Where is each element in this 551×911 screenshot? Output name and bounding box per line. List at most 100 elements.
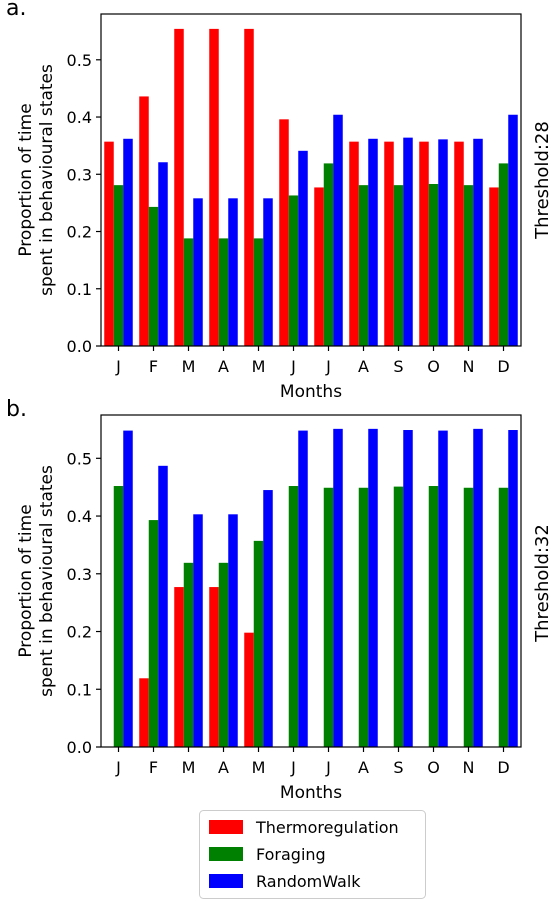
x-tick-label: J	[290, 758, 296, 777]
bar-thermoregulation-4	[209, 28, 219, 347]
y-tick-label: 0.5	[67, 449, 92, 468]
y-tick-label: 0.0	[67, 337, 92, 356]
x-tick-label: S	[393, 758, 403, 777]
bar-randomwalk-6	[298, 430, 308, 747]
bar-thermoregulation-12	[489, 187, 499, 346]
chart-panel-2: 0.0 0.1 0.2 0.3 0.4 0.5 J F M A M J J A S O N D Months Prop…	[6, 397, 551, 803]
y-axis-label-line: spent in behavioural states	[37, 64, 57, 296]
bar-thermoregulation-10	[419, 141, 429, 346]
bar-randomwalk-11	[473, 138, 483, 346]
x-tick-label: J	[115, 758, 121, 777]
x-tick-label: A	[358, 758, 369, 777]
bar-thermoregulation-1	[104, 141, 114, 346]
bar-foraging-5	[253, 540, 264, 747]
bar-randomwalk-12	[508, 430, 518, 747]
bar-randomwalk-3	[193, 514, 203, 747]
bar-thermoregulation-11	[454, 141, 464, 346]
x-tick-label: D	[497, 357, 509, 376]
legend-swatch-thermoregulation	[209, 820, 243, 834]
bar-randomwalk-9	[403, 137, 413, 346]
bar-thermoregulation-6	[279, 119, 289, 347]
bar-randomwalk-2	[158, 465, 168, 747]
bar-randomwalk-8	[368, 428, 378, 747]
x-tick-label: J	[290, 357, 296, 376]
x-tick-label: A	[218, 758, 229, 777]
panel-label: b.	[6, 397, 27, 422]
bar-thermoregulation-5	[244, 28, 254, 347]
bar-thermoregulation-2	[139, 96, 149, 347]
bar-foraging-1	[113, 486, 124, 747]
bar-randomwalk-4	[228, 198, 238, 346]
legend-label-foraging: Foraging	[256, 845, 326, 864]
legend-label-randomwalk: RandomWalk	[256, 872, 361, 891]
bar-foraging-3	[183, 562, 194, 747]
bar-randomwalk-8	[368, 138, 378, 346]
bar-foraging-8	[358, 487, 369, 747]
y-tick-label: 0.3	[67, 165, 92, 184]
y-axis-label-line: Proportion of time	[16, 103, 36, 256]
x-tick-label: F	[149, 357, 158, 376]
x-tick-label: N	[463, 357, 475, 376]
bar-thermoregulation-4	[209, 587, 219, 747]
bar-randomwalk-3	[193, 198, 203, 346]
x-tick-label: J	[115, 357, 121, 376]
bar-foraging-11	[463, 487, 474, 747]
legend-box	[199, 810, 426, 899]
bar-foraging-3	[183, 238, 194, 346]
bar-randomwalk-11	[473, 428, 483, 747]
bar-foraging-1	[113, 185, 124, 346]
bar-randomwalk-5	[263, 490, 273, 747]
x-axis-label: Months	[280, 783, 342, 803]
bar-randomwalk-2	[158, 162, 168, 346]
legend-swatch-foraging	[209, 847, 243, 861]
bar-foraging-4	[218, 238, 229, 346]
chart-panel-1: 0.0 0.1 0.2 0.3 0.4 0.5 J F M A M J J A S O N D Months Prop…	[6, 0, 551, 402]
bar-thermoregulation-2	[139, 678, 149, 747]
plot-frame	[100, 414, 522, 748]
x-tick-label: S	[393, 357, 403, 376]
bar-randomwalk-1	[123, 430, 133, 747]
x-tick-label: O	[427, 758, 440, 777]
bar-thermoregulation-3	[174, 587, 184, 747]
bar-thermoregulation-5	[244, 632, 254, 747]
bar-foraging-12	[498, 487, 509, 747]
bar-foraging-4	[218, 562, 229, 747]
bar-foraging-8	[358, 185, 369, 346]
bar-foraging-6	[288, 195, 299, 346]
x-tick-label: F	[149, 758, 158, 777]
bar-randomwalk-10	[438, 430, 448, 747]
x-tick-label: M	[182, 357, 196, 376]
x-tick-label: D	[497, 758, 509, 777]
x-tick-label: M	[252, 357, 266, 376]
x-tick-label: J	[325, 758, 331, 777]
bar-foraging-6	[288, 486, 299, 747]
y-tick-label: 0.4	[67, 108, 92, 127]
y-axis-label-line: Proportion of time	[16, 504, 36, 657]
bar-foraging-11	[463, 185, 474, 346]
bar-randomwalk-4	[228, 514, 238, 747]
y-axis-label: Proportion of timespent in behavioural s…	[16, 465, 57, 697]
bar-thermoregulation-7	[314, 187, 324, 346]
bar-foraging-12	[498, 163, 509, 346]
threshold-label: Threshold:32	[532, 524, 551, 643]
legend-label-thermoregulation: Thermoregulation	[255, 818, 399, 837]
bar-foraging-10	[428, 486, 439, 747]
bar-randomwalk-10	[438, 139, 448, 346]
bar-thermoregulation-8	[349, 141, 359, 346]
y-axis-label: Proportion of timespent in behavioural s…	[16, 64, 57, 296]
bar-foraging-5	[253, 238, 264, 346]
y-tick-label: 0.0	[67, 738, 92, 757]
bar-foraging-2	[148, 520, 159, 747]
y-tick-label: 0.4	[67, 507, 92, 526]
bar-randomwalk-6	[298, 150, 308, 346]
x-tick-label: M	[182, 758, 196, 777]
x-tick-label: A	[218, 357, 229, 376]
bar-thermoregulation-3	[174, 28, 184, 347]
bar-foraging-7	[323, 487, 334, 747]
plot-frame	[100, 13, 522, 347]
bar-thermoregulation-9	[384, 141, 394, 346]
bar-randomwalk-5	[263, 198, 273, 346]
panel-label: a.	[6, 0, 26, 21]
bar-randomwalk-7	[333, 114, 343, 346]
